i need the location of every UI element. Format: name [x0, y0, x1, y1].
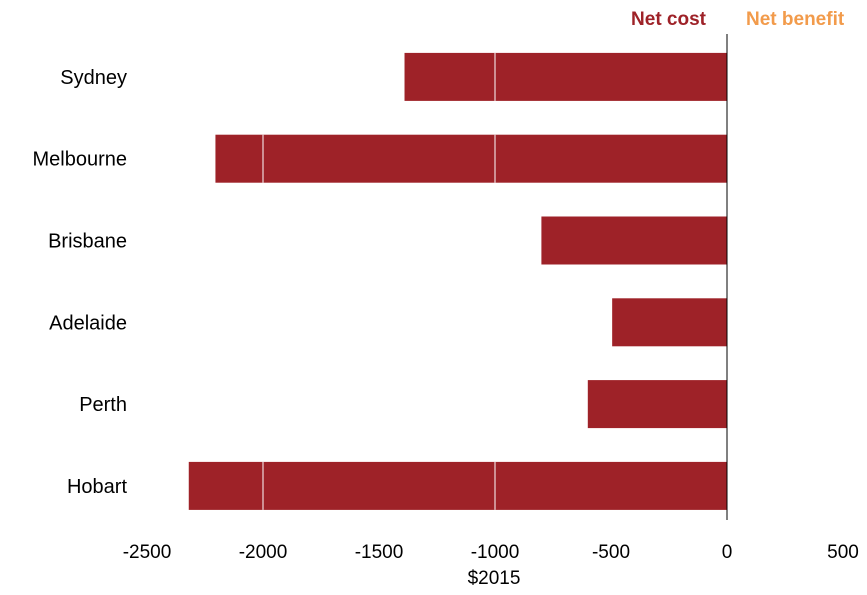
x-tick-label: -500	[592, 542, 630, 563]
category-labels: Sydney Melbourne Brisbane Adelaide Perth Hoba…	[32, 67, 127, 498]
category-label-adelaide: Adelaide	[49, 312, 127, 334]
x-tick-labels: -2500 -2000 -1500 -1000 -500 0 500	[123, 542, 859, 563]
bar-dividers	[262, 52, 496, 510]
x-tick-label: -2000	[239, 542, 288, 563]
legend-net-benefit: Net benefit	[746, 9, 845, 30]
category-label-brisbane: Brisbane	[48, 231, 127, 253]
category-label-sydney: Sydney	[60, 67, 127, 89]
x-tick-label: 500	[827, 542, 859, 563]
x-tick-label: -1500	[355, 542, 404, 563]
x-tick-label: -2500	[123, 542, 172, 563]
x-tick-label: 0	[722, 542, 733, 563]
category-label-melbourne: Melbourne	[32, 149, 127, 171]
bar-adelaide	[612, 298, 727, 347]
legend-net-cost: Net cost	[631, 9, 707, 30]
bars	[188, 52, 727, 510]
bar-melbourne	[215, 134, 727, 183]
x-axis-title: $2015	[468, 568, 521, 589]
bar-brisbane	[541, 216, 727, 265]
bar-hobart	[188, 461, 727, 510]
bar-sydney	[404, 52, 727, 101]
bar-perth	[587, 380, 727, 429]
category-label-hobart: Hobart	[67, 476, 127, 498]
x-tick-label: -1000	[471, 542, 520, 563]
category-label-perth: Perth	[79, 394, 127, 416]
legend: Net cost Net benefit	[631, 9, 845, 30]
